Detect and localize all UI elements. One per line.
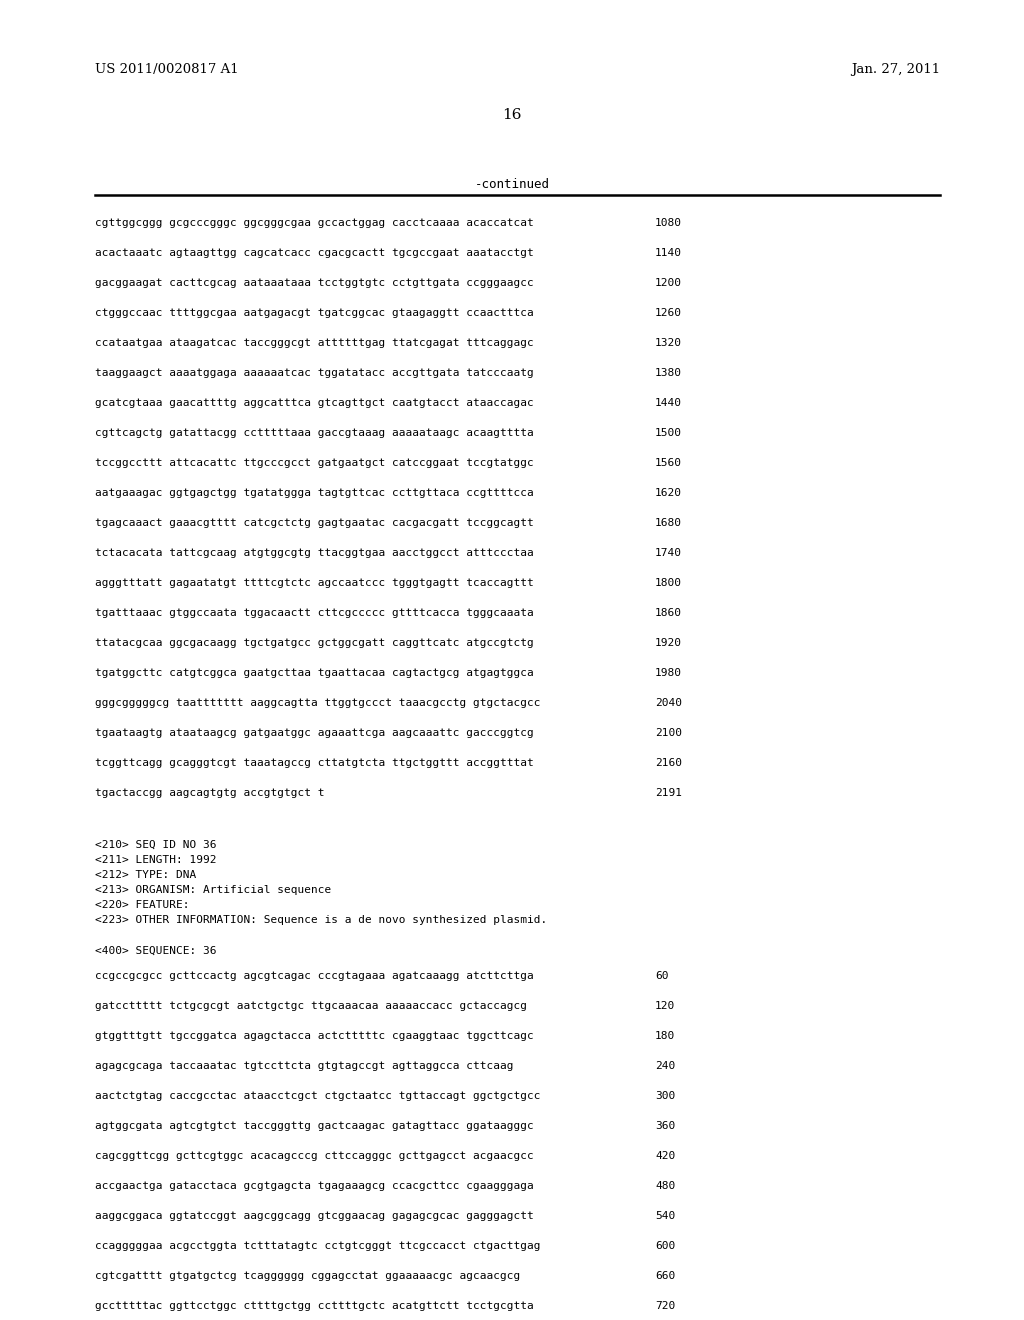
Text: -continued: -continued: [474, 178, 550, 191]
Text: 240: 240: [655, 1061, 675, 1071]
Text: 1800: 1800: [655, 578, 682, 587]
Text: 600: 600: [655, 1241, 675, 1251]
Text: <211> LENGTH: 1992: <211> LENGTH: 1992: [95, 855, 216, 865]
Text: ccataatgaa ataagatcac taccgggcgt attttttgag ttatcgagat tttcaggagc: ccataatgaa ataagatcac taccgggcgt atttttt…: [95, 338, 534, 348]
Text: aatgaaagac ggtgagctgg tgatatggga tagtgttcac ccttgttaca ccgttttcca: aatgaaagac ggtgagctgg tgatatggga tagtgtt…: [95, 488, 534, 498]
Text: aaggcggaca ggtatccggt aagcggcagg gtcggaacag gagagcgcac gagggagctt: aaggcggaca ggtatccggt aagcggcagg gtcggaa…: [95, 1210, 534, 1221]
Text: acactaaatc agtaagttgg cagcatcacc cgacgcactt tgcgccgaat aaatacctgt: acactaaatc agtaagttgg cagcatcacc cgacgca…: [95, 248, 534, 257]
Text: gcatcgtaaa gaacattttg aggcatttca gtcagttgct caatgtacct ataaccagac: gcatcgtaaa gaacattttg aggcatttca gtcagtt…: [95, 399, 534, 408]
Text: 1140: 1140: [655, 248, 682, 257]
Text: 360: 360: [655, 1121, 675, 1131]
Text: tcggttcagg gcagggtcgt taaatagccg cttatgtcta ttgctggttt accggtttat: tcggttcagg gcagggtcgt taaatagccg cttatgt…: [95, 758, 534, 768]
Text: 180: 180: [655, 1031, 675, 1041]
Text: 1380: 1380: [655, 368, 682, 378]
Text: cagcggttcgg gcttcgtggc acacagcccg cttccagggc gcttgagcct acgaacgcc: cagcggttcgg gcttcgtggc acacagcccg cttcca…: [95, 1151, 534, 1162]
Text: 1920: 1920: [655, 638, 682, 648]
Text: gtggtttgtt tgccggatca agagctacca actctttttc cgaaggtaac tggcttcagc: gtggtttgtt tgccggatca agagctacca actcttt…: [95, 1031, 534, 1041]
Text: tgaataagtg ataataagcg gatgaatggc agaaattcga aagcaaattc gacccggtcg: tgaataagtg ataataagcg gatgaatggc agaaatt…: [95, 729, 534, 738]
Text: <210> SEQ ID NO 36: <210> SEQ ID NO 36: [95, 840, 216, 850]
Text: ctgggccaac ttttggcgaa aatgagacgt tgatcggcac gtaagaggtt ccaactttca: ctgggccaac ttttggcgaa aatgagacgt tgatcgg…: [95, 308, 534, 318]
Text: Jan. 27, 2011: Jan. 27, 2011: [851, 63, 940, 77]
Text: ttatacgcaa ggcgacaagg tgctgatgcc gctggcgatt caggttcatc atgccgtctg: ttatacgcaa ggcgacaagg tgctgatgcc gctggcg…: [95, 638, 534, 648]
Text: 120: 120: [655, 1001, 675, 1011]
Text: US 2011/0020817 A1: US 2011/0020817 A1: [95, 63, 239, 77]
Text: ccagggggaa acgcctggta tctttatagtc cctgtcgggt ttcgccacct ctgacttgag: ccagggggaa acgcctggta tctttatagtc cctgtc…: [95, 1241, 541, 1251]
Text: 1560: 1560: [655, 458, 682, 469]
Text: 1260: 1260: [655, 308, 682, 318]
Text: agtggcgata agtcgtgtct taccgggttg gactcaagac gatagttacc ggataagggc: agtggcgata agtcgtgtct taccgggttg gactcaa…: [95, 1121, 534, 1131]
Text: 1860: 1860: [655, 609, 682, 618]
Text: tccggccttt attcacattc ttgcccgcct gatgaatgct catccggaat tccgtatggc: tccggccttt attcacattc ttgcccgcct gatgaat…: [95, 458, 534, 469]
Text: 660: 660: [655, 1271, 675, 1280]
Text: 1440: 1440: [655, 399, 682, 408]
Text: 2040: 2040: [655, 698, 682, 708]
Text: agggtttatt gagaatatgt ttttcgtctc agccaatccc tgggtgagtt tcaccagttt: agggtttatt gagaatatgt ttttcgtctc agccaat…: [95, 578, 534, 587]
Text: agagcgcaga taccaaatac tgtccttcta gtgtagccgt agttaggcca cttcaag: agagcgcaga taccaaatac tgtccttcta gtgtagc…: [95, 1061, 513, 1071]
Text: 1620: 1620: [655, 488, 682, 498]
Text: ccgccgcgcc gcttccactg agcgtcagac cccgtagaaa agatcaaagg atcttcttga: ccgccgcgcc gcttccactg agcgtcagac cccgtag…: [95, 972, 534, 981]
Text: <213> ORGANISM: Artificial sequence: <213> ORGANISM: Artificial sequence: [95, 884, 331, 895]
Text: 480: 480: [655, 1181, 675, 1191]
Text: gggcgggggcg taattttttt aaggcagtta ttggtgccct taaacgcctg gtgctacgcc: gggcgggggcg taattttttt aaggcagtta ttggtg…: [95, 698, 541, 708]
Text: 1740: 1740: [655, 548, 682, 558]
Text: 1200: 1200: [655, 279, 682, 288]
Text: aactctgtag caccgcctac ataacctcgct ctgctaatcc tgttaccagt ggctgctgcc: aactctgtag caccgcctac ataacctcgct ctgcta…: [95, 1092, 541, 1101]
Text: cgtcgatttt gtgatgctcg tcagggggg cggagcctat ggaaaaacgc agcaacgcg: cgtcgatttt gtgatgctcg tcagggggg cggagcct…: [95, 1271, 520, 1280]
Text: gatccttttt tctgcgcgt aatctgctgc ttgcaaacaa aaaaaccacc gctaccagcg: gatccttttt tctgcgcgt aatctgctgc ttgcaaac…: [95, 1001, 527, 1011]
Text: 60: 60: [655, 972, 669, 981]
Text: tgatggcttc catgtcggca gaatgcttaa tgaattacaa cagtactgcg atgagtggca: tgatggcttc catgtcggca gaatgcttaa tgaatta…: [95, 668, 534, 678]
Text: tgagcaaact gaaacgtttt catcgctctg gagtgaatac cacgacgatt tccggcagtt: tgagcaaact gaaacgtttt catcgctctg gagtgaa…: [95, 517, 534, 528]
Text: <223> OTHER INFORMATION: Sequence is a de novo synthesized plasmid.: <223> OTHER INFORMATION: Sequence is a d…: [95, 915, 547, 925]
Text: cgttggcggg gcgcccgggc ggcgggcgaa gccactggag cacctcaaaa acaccatcat: cgttggcggg gcgcccgggc ggcgggcgaa gccactg…: [95, 218, 534, 228]
Text: 300: 300: [655, 1092, 675, 1101]
Text: 1320: 1320: [655, 338, 682, 348]
Text: 1500: 1500: [655, 428, 682, 438]
Text: 540: 540: [655, 1210, 675, 1221]
Text: gacggaagat cacttcgcag aataaataaa tcctggtgtc cctgttgata ccgggaagcc: gacggaagat cacttcgcag aataaataaa tcctggt…: [95, 279, 534, 288]
Text: gcctttttac ggttcctggc cttttgctgg ccttttgctc acatgttctt tcctgcgtta: gcctttttac ggttcctggc cttttgctgg ccttttg…: [95, 1302, 534, 1311]
Text: tgactaccgg aagcagtgtg accgtgtgct t: tgactaccgg aagcagtgtg accgtgtgct t: [95, 788, 325, 799]
Text: taaggaagct aaaatggaga aaaaaatcac tggatatacc accgttgata tatcccaatg: taaggaagct aaaatggaga aaaaaatcac tggatat…: [95, 368, 534, 378]
Text: tgatttaaac gtggccaata tggacaactt cttcgccccc gttttcacca tgggcaaata: tgatttaaac gtggccaata tggacaactt cttcgcc…: [95, 609, 534, 618]
Text: <400> SEQUENCE: 36: <400> SEQUENCE: 36: [95, 946, 216, 956]
Text: 1080: 1080: [655, 218, 682, 228]
Text: <220> FEATURE:: <220> FEATURE:: [95, 900, 189, 909]
Text: 2160: 2160: [655, 758, 682, 768]
Text: 2191: 2191: [655, 788, 682, 799]
Text: tctacacata tattcgcaag atgtggcgtg ttacggtgaa aacctggcct atttccctaa: tctacacata tattcgcaag atgtggcgtg ttacggt…: [95, 548, 534, 558]
Text: 2100: 2100: [655, 729, 682, 738]
Text: 720: 720: [655, 1302, 675, 1311]
Text: 1980: 1980: [655, 668, 682, 678]
Text: <212> TYPE: DNA: <212> TYPE: DNA: [95, 870, 197, 880]
Text: 16: 16: [502, 108, 522, 121]
Text: accgaactga gatacctaca gcgtgagcta tgagaaagcg ccacgcttcc cgaagggaga: accgaactga gatacctaca gcgtgagcta tgagaaa…: [95, 1181, 534, 1191]
Text: cgttcagctg gatattacgg cctttttaaa gaccgtaaag aaaaataagc acaagtttta: cgttcagctg gatattacgg cctttttaaa gaccgta…: [95, 428, 534, 438]
Text: 1680: 1680: [655, 517, 682, 528]
Text: 420: 420: [655, 1151, 675, 1162]
